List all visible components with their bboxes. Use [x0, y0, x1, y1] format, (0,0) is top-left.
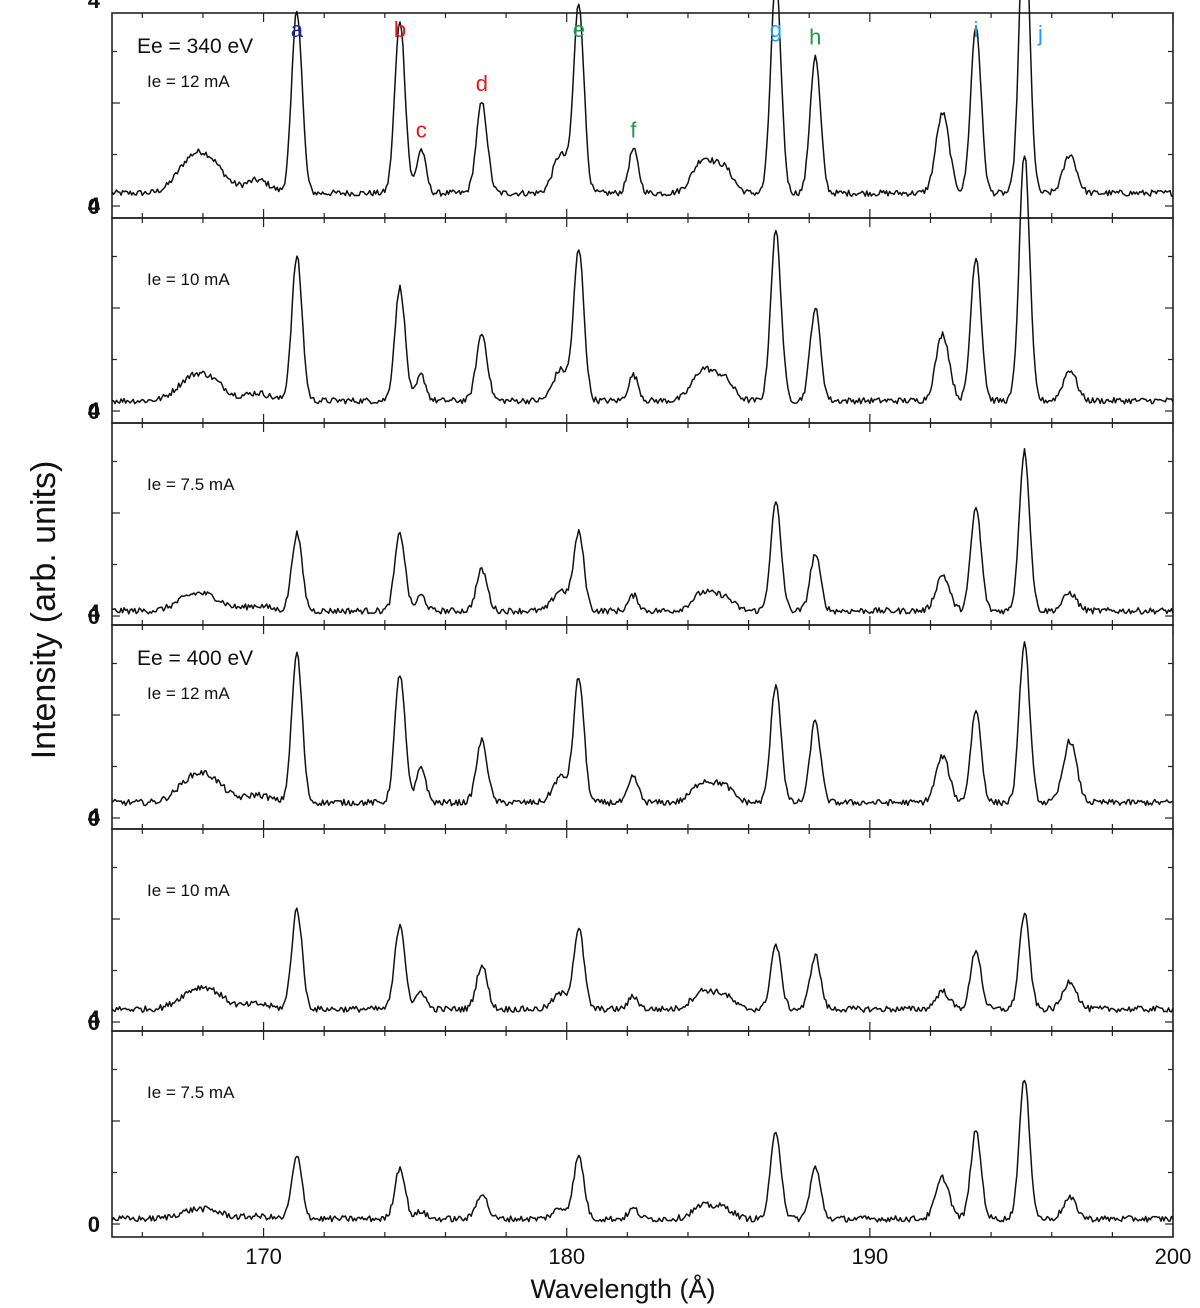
y-axis-title: Intensity (arb. units) — [25, 461, 63, 760]
peak-label-i: i — [974, 17, 979, 42]
peak-label-a: a — [291, 17, 304, 42]
y-tick-label: 4 — [88, 600, 101, 625]
y-tick-label: 4 — [88, 193, 101, 218]
y-tick-label: 0 — [88, 1212, 100, 1237]
current-label: Ie = 7.5 mA — [147, 475, 235, 494]
spectrum-line — [111, 907, 1174, 1013]
y-tick-label: 4 — [88, 0, 101, 13]
peak-label-b: b — [394, 17, 406, 42]
panel-frame — [111, 1030, 1174, 1238]
peak-label-e: e — [573, 17, 585, 42]
x-tick-label: 170 — [245, 1244, 282, 1269]
energy-label: Ee = 340 eV — [137, 35, 253, 58]
current-label: Ie = 10 mA — [147, 270, 230, 289]
x-tick-label: 190 — [851, 1244, 888, 1269]
spectrum-line — [111, 641, 1174, 807]
current-label: Ie = 12 mA — [147, 72, 230, 91]
y-tick-label: 0 — [88, 1010, 100, 1035]
y-tick-label: 4 — [88, 398, 101, 423]
y-tick-label: 4 — [88, 804, 101, 829]
y-tick-label: 0 — [88, 194, 100, 219]
y-tick-label: 0 — [88, 604, 100, 629]
spectrum-line — [111, 0, 1174, 197]
y-tick-label: 4 — [88, 1006, 101, 1031]
peak-label-h: h — [809, 25, 821, 50]
y-tick-label: 0 — [88, 399, 100, 424]
current-label: Ie = 10 mA — [147, 881, 230, 900]
peak-label-f: f — [630, 117, 637, 142]
x-axis-title: Wavelength (Å) — [530, 1273, 715, 1304]
spectrum-line — [111, 447, 1174, 615]
current-label: Ie = 12 mA — [147, 684, 230, 703]
peak-label-g: g — [770, 17, 782, 42]
peak-label-d: d — [476, 71, 488, 96]
y-tick-label: 0 — [88, 806, 100, 831]
panel-frame — [111, 217, 1174, 424]
current-label: Ie = 7.5 mA — [147, 1083, 235, 1102]
peak-label-j: j — [1037, 21, 1043, 46]
spectrum-line — [111, 1079, 1174, 1223]
energy-label: Ee = 400 eV — [137, 647, 253, 670]
x-tick-label: 180 — [548, 1244, 585, 1269]
spectrum-line — [111, 155, 1174, 405]
peak-label-c: c — [416, 117, 427, 142]
x-tick-label: 200 — [1155, 1244, 1192, 1269]
